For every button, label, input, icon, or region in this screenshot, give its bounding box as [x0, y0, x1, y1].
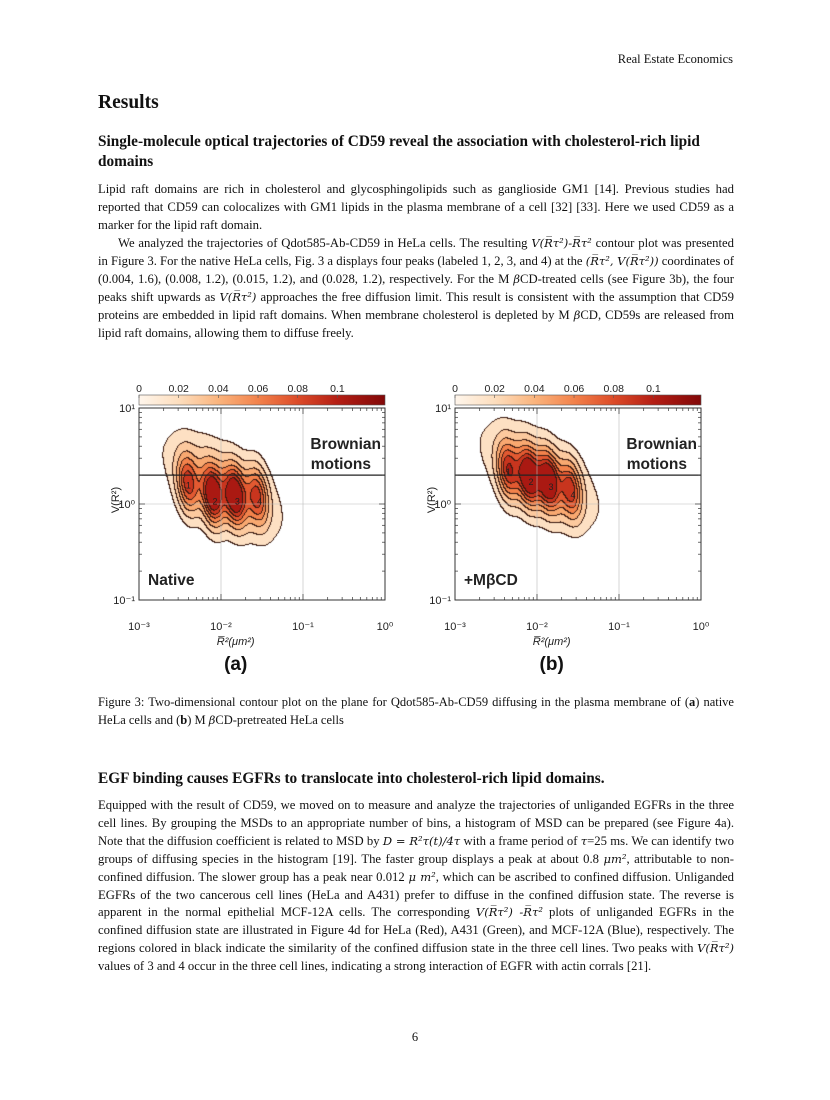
- x-tick-label: 10⁻²: [210, 621, 232, 633]
- figure-caption: Figure 3: Two-dimensional contour plot o…: [98, 693, 734, 729]
- x-tick-label: 10⁰: [377, 621, 394, 633]
- peak-label: 3: [548, 482, 553, 492]
- colorbar-tick-label: 0.08: [287, 383, 308, 395]
- colorbar-tick-label: 0.08: [603, 383, 624, 395]
- y-tick-label: 10⁰: [434, 499, 451, 511]
- text-run: plots of unliganded EGFRs in the confine…: [98, 905, 734, 956]
- x-tick-label: 10⁻³: [128, 621, 150, 633]
- math-expression: μm²: [603, 851, 627, 866]
- brownian-label: Brownian: [310, 436, 381, 453]
- text-run: ) native HeLa cells and (: [98, 695, 734, 727]
- peak-label: 2: [213, 496, 218, 506]
- bold-text: b: [180, 713, 188, 727]
- colorbar-tick-label: 0.04: [524, 383, 545, 395]
- peak-label: 3: [235, 496, 240, 506]
- text-run: values of 3 and 4 occur in the three cel…: [98, 959, 652, 974]
- text-run: We analyzed the trajectories of Qdot585-…: [118, 236, 532, 250]
- brownian-label: Brownian: [626, 436, 697, 453]
- peak-label: 1: [506, 467, 511, 477]
- y-tick-label: 10⁻¹: [429, 595, 451, 607]
- math-expression: V(R̅τ²) -R̅τ²: [475, 905, 543, 920]
- y-tick-label: 10⁰: [118, 499, 135, 511]
- colorbar-tick-label: 0.1: [646, 383, 661, 395]
- y-tick-label: 10⁻¹: [113, 595, 135, 607]
- brownian-label: motions: [627, 456, 687, 473]
- math-expression: V(R̅τ²): [697, 941, 734, 956]
- contour-plot-native: [139, 408, 385, 600]
- text-run: ) M: [187, 713, 209, 727]
- text-run: approaches the free diffusion limit. Thi…: [98, 289, 734, 322]
- panel-annotation: +MβCD: [464, 572, 518, 589]
- text-run: , attributable to non-confined diffusion…: [98, 851, 734, 884]
- colorbar-tick-label: 0.02: [484, 383, 505, 395]
- colorbar: [454, 394, 702, 406]
- x-tick-label: 10⁻¹: [292, 621, 314, 633]
- y-tick-label: 10¹: [119, 403, 135, 415]
- paragraph: Lipid raft domains are rich in cholester…: [98, 181, 734, 235]
- colorbar: [138, 394, 386, 406]
- colorbar-tick-label: 0.06: [248, 383, 269, 395]
- math-expression: β: [208, 713, 216, 727]
- running-head: Real Estate Economics: [617, 52, 733, 66]
- subsection-title: EGF binding causes EGFRs to translocate …: [98, 770, 605, 787]
- y-axis-label: V(R²): [110, 487, 122, 513]
- paragraph: We analyzed the trajectories of Qdot585-…: [98, 235, 734, 342]
- math-expression: V(R̅τ²): [219, 289, 257, 304]
- text-run: Figure 3: Two-dimensional contour plot o…: [98, 695, 689, 709]
- peak-label: 4: [257, 496, 262, 506]
- paragraph: Equipped with the result of CD59, we mov…: [98, 797, 734, 976]
- colorbar-tick-label: 0: [136, 383, 142, 395]
- text-run: with a frame period of: [460, 833, 581, 848]
- peak-label: 1: [186, 480, 191, 490]
- text-run: coordinates of (0.004, 1.6), (0.008, 1.2…: [98, 253, 734, 286]
- y-axis-label: V(R²): [426, 487, 438, 513]
- contour-plot-mbcd: [455, 408, 701, 600]
- x-tick-label: 10⁻³: [444, 621, 466, 633]
- bold-text: a: [688, 695, 696, 709]
- text-run: CD, CD59s are released from lipid raft d…: [98, 307, 734, 340]
- plot-frame: [454, 407, 702, 601]
- brownian-label: motions: [311, 456, 371, 473]
- text-run: CD-treated cells (see Figure 3b), the fo…: [98, 271, 734, 304]
- panel-label: (a): [224, 654, 247, 675]
- x-tick-label: 10⁻¹: [608, 621, 630, 633]
- text-run: Equipped with the result of CD59, we mov…: [98, 798, 734, 848]
- math-expression: D = R²τ(t)/4τ: [382, 833, 461, 848]
- peak-label: 2: [529, 477, 534, 487]
- math-expression: (R̅τ², V(R̅τ²)): [585, 253, 659, 268]
- panel-label: (b): [540, 654, 564, 675]
- math-expression: β: [573, 307, 581, 322]
- x-axis-label: R̅²(μm²): [533, 636, 571, 648]
- colorbar-tick-label: 0.04: [208, 383, 229, 395]
- math-expression: β: [513, 271, 521, 286]
- text-run: CD-pretreated HeLa cells: [215, 713, 344, 727]
- subsection-title: Single-molecule optical trajectories of …: [98, 133, 700, 170]
- section-title: Results: [98, 92, 159, 113]
- text-run: Lipid raft domains are rich in cholester…: [98, 182, 734, 232]
- page-number: 6: [411, 1030, 419, 1044]
- text-run: =25 ms. We can identify two groups of di…: [98, 833, 734, 866]
- text-run: contour plot was presented in Figure 3. …: [98, 236, 734, 268]
- peak-label: 4: [571, 490, 576, 500]
- math-expression: τ: [580, 833, 588, 848]
- colorbar-tick-label: 0.1: [330, 383, 345, 395]
- math-expression: V(R̅τ²)-R̅τ²: [531, 236, 592, 250]
- colorbar-tick-label: 0.02: [168, 383, 189, 395]
- y-tick-label: 10¹: [435, 403, 451, 415]
- x-axis-label: R̅²(μm²): [217, 636, 255, 648]
- colorbar-tick-label: 0: [452, 383, 458, 395]
- colorbar-tick-label: 0.06: [564, 383, 585, 395]
- panel-annotation: Native: [148, 572, 195, 589]
- text-run: , which can be ascribed to confined diff…: [98, 869, 735, 920]
- math-expression: μ m²: [408, 869, 436, 884]
- plot-frame: [138, 407, 386, 601]
- x-tick-label: 10⁻²: [526, 621, 548, 633]
- x-tick-label: 10⁰: [693, 621, 710, 633]
